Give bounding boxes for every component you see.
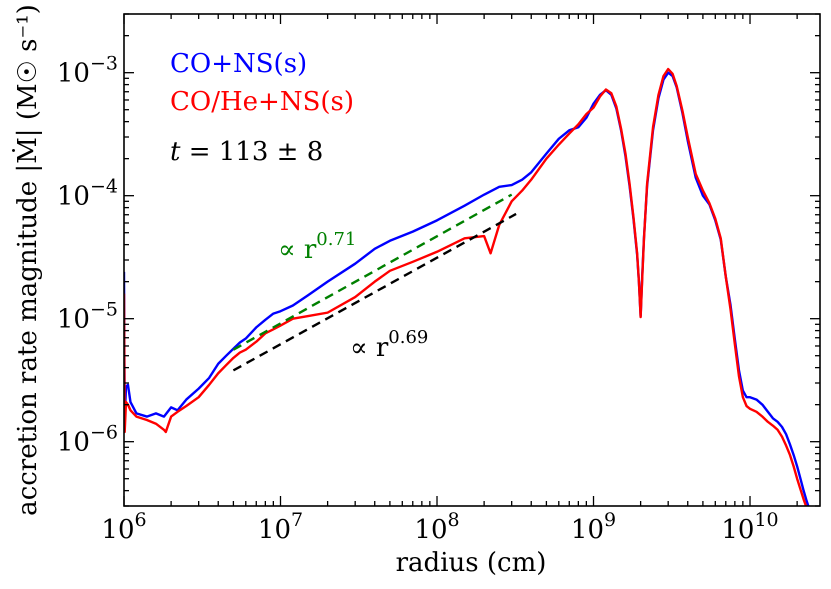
series-line-2 bbox=[232, 193, 513, 351]
series-line-1 bbox=[124, 67, 808, 506]
y-tick-label: 10−3 bbox=[57, 53, 118, 89]
time-annotation: t = 113 ± 8 bbox=[170, 137, 323, 167]
x-tick-label: 109 bbox=[571, 509, 616, 545]
x-axis-label: radius (cm) bbox=[396, 548, 547, 578]
x-tick-label: 106 bbox=[101, 509, 146, 545]
series-group bbox=[124, 67, 810, 506]
y-tick-label: 10−6 bbox=[57, 422, 118, 458]
legend-entry-co-he-ns: CO/He+NS(s) bbox=[170, 87, 354, 117]
x-tick-label: 107 bbox=[258, 509, 303, 545]
fit-annotation-black: ∝ r0.69 bbox=[350, 327, 428, 363]
y-axis-label: accretion rate magnitude |Ṁ| (M☉ s⁻¹) bbox=[12, 4, 43, 516]
x-tick-label: 108 bbox=[414, 509, 459, 545]
series-line-3 bbox=[232, 212, 517, 372]
legend-entry-co-ns: CO+NS(s) bbox=[170, 49, 307, 79]
fit-annotation-green: ∝ r0.71 bbox=[278, 229, 356, 265]
y-tick-label: 10−5 bbox=[57, 299, 118, 335]
y-tick-label: 10−4 bbox=[57, 176, 118, 212]
x-tick-label: 1010 bbox=[721, 509, 778, 545]
tick-group: 106 107 108 109 1010 10−6 10−5 10−4 10−3 bbox=[57, 13, 820, 545]
